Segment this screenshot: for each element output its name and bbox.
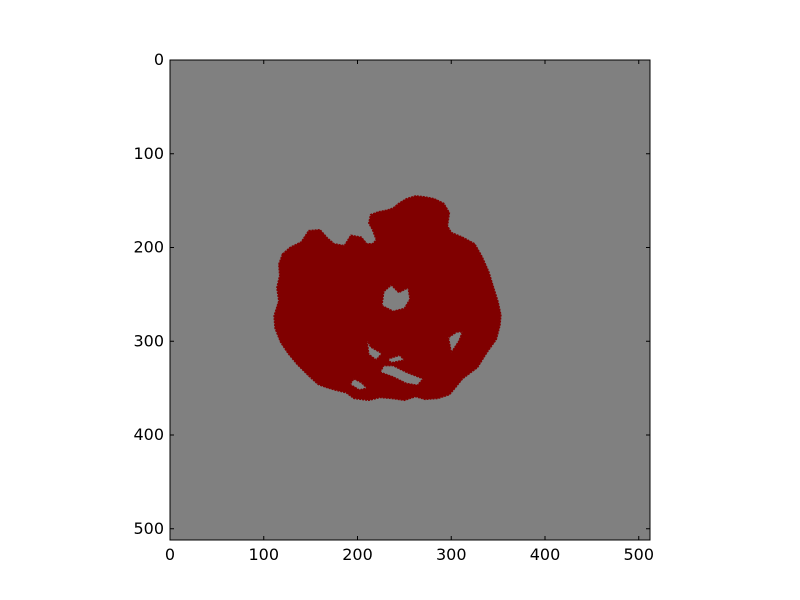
y-tick-label: 100 — [133, 144, 164, 163]
y-tick-label: 500 — [133, 519, 164, 538]
x-tick-label: 0 — [165, 545, 175, 564]
y-tick-label: 300 — [133, 331, 164, 350]
x-tick-label: 300 — [436, 545, 467, 564]
mask-region — [273, 195, 502, 402]
x-tick-label: 100 — [248, 545, 279, 564]
y-tick-label: 400 — [133, 425, 164, 444]
segmentation-mask — [273, 195, 502, 402]
x-tick-label: 500 — [623, 545, 654, 564]
x-tick-label: 200 — [342, 545, 373, 564]
x-axis: 0 100 200 300 400 500 — [165, 60, 654, 564]
y-axis: 0 100 200 300 400 500 — [133, 50, 650, 538]
plot-frame — [169, 59, 651, 541]
y-tick-label: 0 — [154, 50, 164, 69]
y-tick-label: 200 — [133, 238, 164, 257]
x-tick-label: 400 — [530, 545, 561, 564]
